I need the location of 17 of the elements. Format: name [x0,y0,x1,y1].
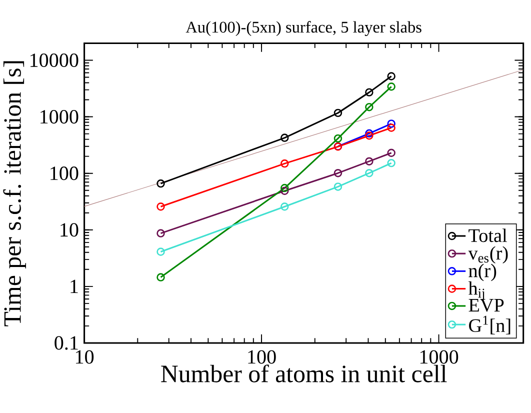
legend-label: v$_{es}$(r) [468,246,508,264]
y-tick-label: 0.1 [54,336,78,350]
legend-label: G$^{1}$[n] [469,316,510,334]
x-tick-label: 10 [76,350,94,364]
y-tick-label: 10 [60,223,78,237]
y-tick-label: 1000 [40,110,78,124]
legend-label: n(r) [468,264,496,282]
x-tick-label: 100 [248,350,276,364]
y-axis-title: Time per s.c.f. iteration [s] [3,61,26,326]
y-tick-label: 1 [70,280,78,294]
chart-title: Au(100)-(5xn) surface, 5 layer slabs [186,21,422,36]
y-tick-label: 100 [50,166,78,180]
y-tick-label: 10000 [30,53,78,67]
x-axis-title: Number of atoms in unit cell [161,364,447,382]
legend-label: EVP [468,298,504,312]
legend-label: Total [468,228,507,242]
x-tick-label: 1000 [420,350,458,364]
